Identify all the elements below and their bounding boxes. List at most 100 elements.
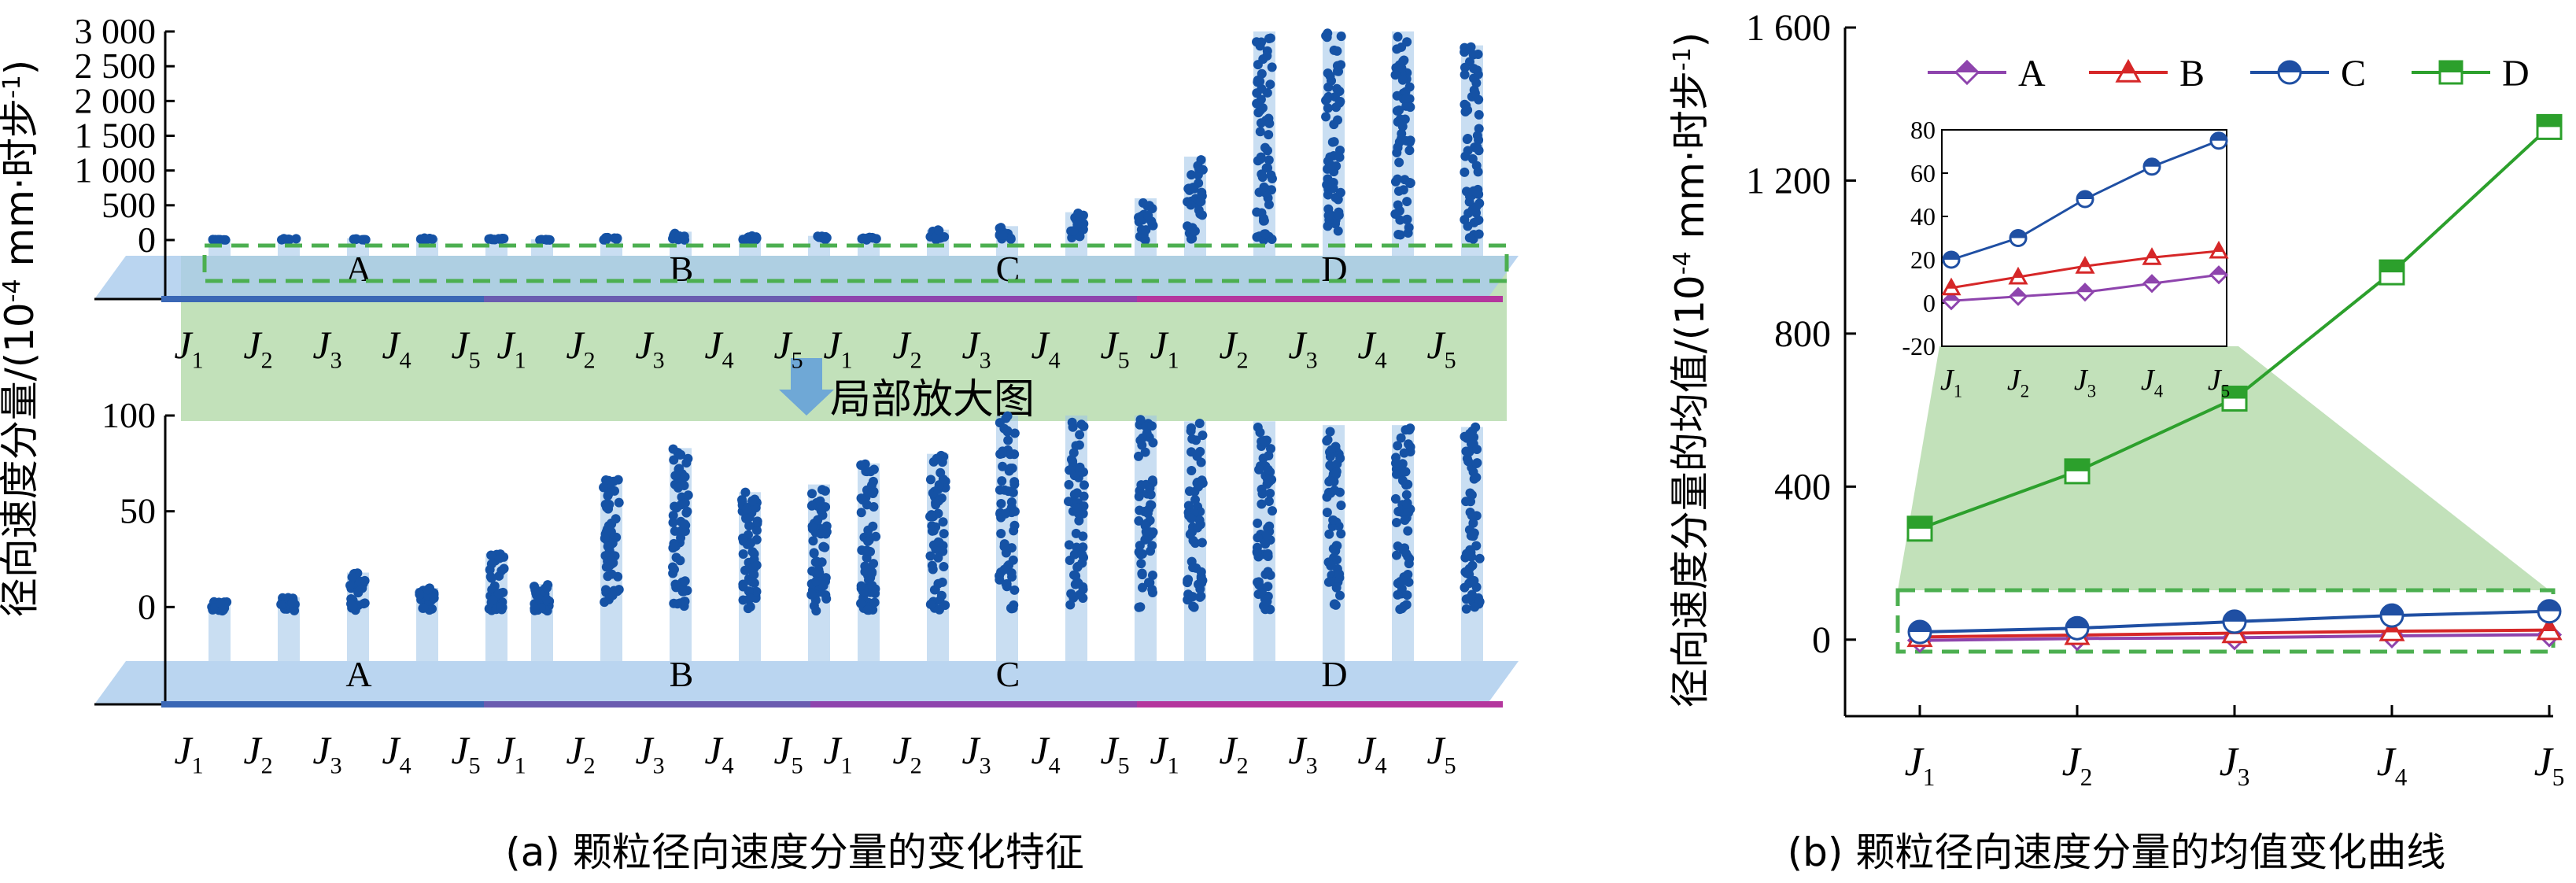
top-panel-point: [1006, 233, 1016, 243]
marker-C-fill: [2538, 600, 2560, 611]
top-panel-point: [1264, 130, 1274, 140]
bottom-panel-x-tick-label: J1: [1150, 728, 1179, 779]
top-panel-point: [1335, 187, 1345, 198]
top-panel-y-tick-label: 0: [138, 220, 156, 260]
bottom-panel-x-tick-label: J1: [496, 728, 526, 779]
top-panel-point: [1186, 200, 1196, 210]
top-panel-point: [1255, 76, 1265, 87]
top-panel-point: [1332, 46, 1342, 56]
bottom-panel-point: [1002, 578, 1012, 589]
inset-series-A: [1941, 265, 2229, 311]
b-x-tick-label: J5: [2534, 740, 2565, 791]
bottom-panel-y-tick-label: 50: [120, 491, 156, 531]
marker-D-fill: [2380, 260, 2404, 273]
bottom-panel-point: [530, 604, 540, 614]
top-panel-point: [1141, 225, 1151, 235]
bottom-panel-point: [1077, 549, 1087, 560]
bottom-panel-point: [1461, 604, 1471, 614]
top-panel-x-tick-label: J5: [1100, 323, 1129, 374]
bottom-panel-point: [1253, 518, 1263, 528]
top-panel-point: [1189, 183, 1199, 194]
bottom-panel-point: [1392, 518, 1402, 528]
bottom-panel-point: [1064, 479, 1074, 490]
bottom-panel-point: [1075, 430, 1085, 440]
top-panel-point: [1474, 229, 1484, 239]
bottom-panel-point: [1145, 483, 1155, 493]
bottom-panel-point: [1146, 546, 1156, 556]
bottom-panel-point: [928, 564, 938, 575]
top-panel-point: [1194, 205, 1204, 216]
bottom-panel-point: [933, 578, 943, 589]
top-panel-point: [219, 235, 229, 245]
bottom-panel-point: [1463, 593, 1473, 604]
top-panel-point: [1253, 60, 1263, 70]
bottom-panel-point: [1254, 580, 1264, 590]
top-panel-point: [1257, 169, 1267, 179]
inset-frame: [1941, 129, 2227, 347]
bottom-panel-point: [673, 482, 683, 493]
bottom-panel-point: [811, 576, 821, 586]
marker-A-fill: [2211, 267, 2227, 275]
bottom-panel-point: [1009, 526, 1019, 536]
top-panel-y-tick-label: 2 500: [75, 46, 157, 86]
bottom-panel-point: [419, 603, 429, 613]
bottom-panel-point: [751, 586, 762, 597]
bottom-panel-point: [1006, 567, 1017, 578]
marker-A-fill: [2010, 288, 2026, 297]
bottom-panel-point: [814, 567, 825, 578]
bottom-panel-point: [1064, 497, 1074, 507]
top-panel-x-tick-label: J5: [451, 323, 480, 374]
y-axis-label-b: 径向速度分量的均值/(10-4 mm·时步-1): [1667, 32, 1713, 708]
top-panel-point: [1332, 83, 1342, 94]
bottom-panel-point: [863, 536, 873, 546]
bottom-panel-point: [1264, 496, 1274, 506]
top-panel-point: [1257, 68, 1267, 79]
bottom-panel-point: [680, 576, 690, 586]
bottom-panel-point: [1065, 600, 1076, 610]
bottom-panel-point: [1134, 451, 1144, 461]
marker-C-fill: [2010, 230, 2026, 238]
bottom-panel-point: [1065, 556, 1075, 566]
bottom-panel-point: [1141, 526, 1151, 537]
bottom-panel-x-tick-label: J5: [1100, 728, 1129, 779]
bottom-panel-point: [1078, 542, 1088, 552]
bottom-panel-point: [1262, 597, 1272, 607]
bottom-panel-point: [1068, 422, 1078, 432]
inset-y-tick-label: 60: [1910, 159, 1936, 187]
top-panel-point: [1193, 161, 1203, 171]
bottom-panel-point: [680, 519, 690, 529]
bottom-panel-point: [679, 586, 689, 597]
bottom-panel-point: [867, 568, 877, 578]
bottom-panel-point: [1187, 465, 1197, 475]
top-panel-point: [1334, 207, 1344, 217]
bottom-panel-point: [1066, 589, 1076, 599]
bottom-panel-point: [493, 589, 504, 599]
bottom-panel-point: [1064, 540, 1074, 550]
bottom-panel-x-tick-label: J3: [1288, 728, 1317, 779]
bottom-panel-point: [808, 536, 818, 546]
top-panel-point: [1393, 31, 1403, 42]
top-panel-point: [1266, 170, 1276, 180]
b-x-tick-label: J4: [2377, 740, 2408, 791]
bottom-panel-point: [1404, 559, 1414, 569]
bottom-panel-point: [1007, 463, 1017, 473]
bottom-panel-point: [1325, 452, 1335, 462]
bottom-panel-point: [1074, 515, 1084, 526]
bottom-panel-point: [1322, 508, 1332, 518]
legend-label-C: C: [2341, 53, 2366, 94]
top-panel-point: [1460, 69, 1470, 79]
b-zoom-wedge: [1898, 346, 2549, 590]
bottom-panel-point: [741, 504, 751, 514]
bottom-panel-point: [610, 486, 620, 496]
bottom-panel-point: [751, 525, 762, 535]
bottom-panel-point: [1194, 418, 1205, 428]
top-panel-point: [489, 235, 500, 245]
bottom-panel-point: [1397, 576, 1408, 586]
bottom-panel-x-tick-label: J3: [635, 728, 664, 779]
top-panel-point: [1390, 176, 1401, 187]
top-panel-x-tick-label: J3: [312, 323, 341, 374]
bottom-panel-point: [1331, 467, 1342, 477]
bottom-panel-point: [603, 490, 613, 501]
bottom-panel-point: [1263, 567, 1273, 577]
inset-y-tick-label: 20: [1910, 246, 1936, 274]
